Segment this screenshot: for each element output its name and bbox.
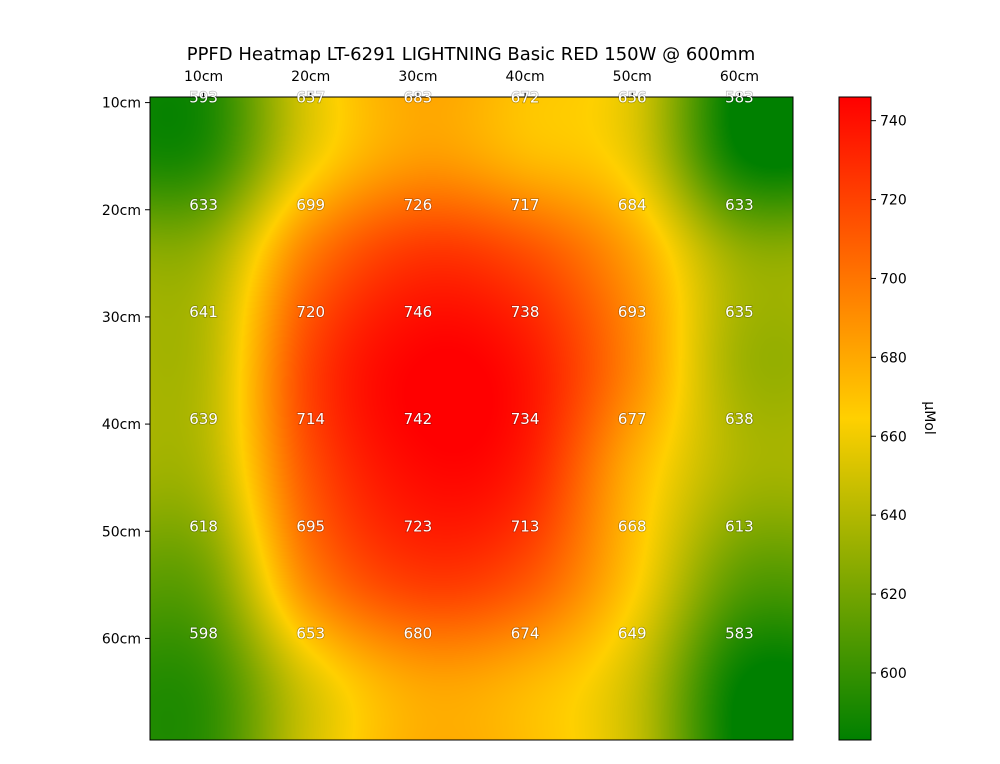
colorbar-tick-label: 620: [880, 587, 907, 603]
cell-value-label: 613: [725, 517, 754, 535]
colorbar-tick-label: 680: [880, 350, 907, 366]
cell-value-label: 680: [404, 624, 433, 642]
cell-value-label: 723: [404, 517, 433, 535]
cell-value-label: 657: [296, 89, 325, 107]
y-axis-ticks: 10cm 20cm 30cm 40cm 50cm 60cm: [102, 96, 150, 647]
cell-value-label: 618: [189, 517, 218, 535]
cell-value-label: 583: [725, 624, 754, 642]
x-tick-label: 40cm: [506, 69, 545, 85]
y-tick-label: 40cm: [102, 417, 141, 433]
cell-value-label: 649: [618, 624, 647, 642]
cell-value-label: 674: [511, 624, 540, 642]
cell-value-label: 677: [618, 410, 647, 428]
cell-value-label: 668: [618, 517, 647, 535]
y-tick-label: 50cm: [102, 524, 141, 540]
x-tick-label: 10cm: [184, 69, 223, 85]
colorbar-tick-label: 740: [880, 114, 907, 130]
x-tick-label: 20cm: [291, 69, 330, 85]
cell-value-label: 693: [618, 303, 647, 321]
cell-value-label: 598: [189, 624, 218, 642]
plot-frame: [149, 96, 794, 741]
colorbar-tick-label: 640: [880, 508, 907, 524]
colorbar-tick-label: 700: [880, 271, 907, 287]
cell-value-label: 653: [296, 624, 325, 642]
y-tick-label: 20cm: [102, 203, 141, 219]
heatmap-surface-container: [150, 97, 793, 740]
heatmap-surface: [150, 97, 793, 740]
colorbar-ticks: 600 620 640 660 680 700 720 740: [871, 114, 907, 682]
cell-value-label: 713: [511, 517, 540, 535]
cell-value-label: 695: [296, 517, 325, 535]
y-tick-label: 30cm: [102, 310, 141, 326]
cell-value-label: 734: [511, 410, 540, 428]
cell-value-label: 635: [725, 303, 754, 321]
cell-value-label: 684: [618, 196, 647, 214]
cell-value-label: 726: [404, 196, 433, 214]
chart-title: PPFD Heatmap LT-6291 LIGHTNING Basic RED…: [187, 44, 756, 65]
cell-value-label: 638: [725, 410, 754, 428]
cell-value-label: 583: [725, 89, 754, 107]
colorbar-tick-label: 600: [880, 666, 907, 682]
cell-value-label: 720: [296, 303, 325, 321]
cell-value-label: 656: [618, 89, 647, 107]
cell-value-label: 633: [725, 196, 754, 214]
x-tick-label: 30cm: [398, 69, 437, 85]
colorbar-tick-label: 660: [880, 429, 907, 445]
cell-value-label: 683: [404, 89, 433, 107]
cell-labels: 593 657 683 672 656 583 633 699 726 717 684 633 641 7…: [189, 88, 755, 643]
cell-value-label: 639: [189, 410, 218, 428]
colorbar-label: µMol: [921, 401, 937, 434]
cell-value-label: 593: [189, 89, 218, 107]
cell-value-label: 738: [511, 303, 540, 321]
cell-value-label: 672: [511, 89, 540, 107]
x-tick-label: 60cm: [720, 69, 759, 85]
cell-value-label: 746: [404, 303, 433, 321]
colorbar-tick-label: 720: [880, 193, 907, 209]
x-tick-label: 50cm: [613, 69, 652, 85]
cell-value-label: 717: [511, 196, 540, 214]
cell-value-label: 742: [404, 410, 433, 428]
cell-value-label: 641: [189, 303, 218, 321]
cell-value-label: 714: [296, 410, 325, 428]
colorbar: [838, 96, 872, 741]
x-axis-ticks: 10cm 20cm 30cm 40cm 50cm 60cm: [184, 69, 759, 97]
y-tick-label: 10cm: [102, 96, 141, 112]
cell-value-label: 633: [189, 196, 218, 214]
y-tick-label: 60cm: [102, 631, 141, 647]
cell-value-label: 699: [296, 196, 325, 214]
